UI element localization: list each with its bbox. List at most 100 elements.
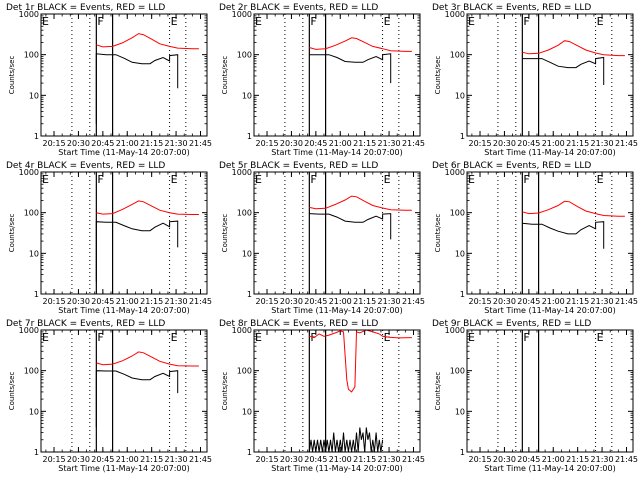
y-tick-label: 10 (242, 249, 252, 258)
y-tick-label: 1 (247, 448, 252, 457)
x-tick-label: 21:15 (140, 139, 163, 148)
panel-title: Det 3r BLACK = Events, RED = LLD (432, 3, 591, 13)
x-tick-label: 21:00 (329, 139, 352, 148)
x-tick-label: 20:15 (42, 139, 65, 148)
x-tick-label: 21:15 (353, 455, 376, 464)
marker-label: F (523, 173, 529, 186)
marker-label: F (310, 173, 316, 186)
series-events-line (309, 53, 392, 84)
x-tick-label: 20:15 (42, 455, 65, 464)
series-events-line (522, 221, 605, 249)
series-lld-line (522, 200, 625, 217)
panel-det-7: Det 7r BLACK = Events, RED = LLD 1 10 100 10… (6, 319, 212, 473)
marker-label: E (384, 15, 391, 28)
panel-det-2: Det 2r BLACK = Events, RED = LLD 1 10 100 10… (219, 3, 425, 157)
y-axis-label: Counts/sec (8, 56, 16, 95)
x-tick-label: 21:45 (402, 455, 425, 464)
x-axis-label: Start Time (11-May-14 20:07:00) (271, 148, 402, 157)
x-tick-label: 21:45 (189, 139, 212, 148)
plot-frame (253, 329, 421, 453)
y-tick-label: 1 (460, 290, 465, 299)
panel-title: Det 2r BLACK = Events, RED = LLD (219, 3, 378, 13)
x-tick-label: 21:15 (140, 297, 163, 306)
y-tick-label: 1000 (19, 326, 39, 335)
series-lld-line (309, 195, 412, 211)
series-events-line (95, 220, 179, 282)
marker-label: E (597, 331, 604, 344)
x-tick-label: 21:45 (189, 297, 212, 306)
y-tick-label: 10 (29, 91, 39, 100)
y-axis-label: Counts/sec (221, 56, 229, 95)
series-events-line (522, 56, 605, 85)
x-tick-label: 21:30 (165, 297, 188, 306)
y-tick-label: 100 (237, 367, 252, 376)
x-axis-label: Start Time (11-May-14 20:07:00) (58, 464, 189, 473)
x-tick-label: 20:30 (67, 455, 90, 464)
marker-label: F (523, 15, 529, 28)
x-axis-label: Start Time (11-May-14 20:07:00) (484, 148, 615, 157)
y-tick-label: 100 (24, 367, 39, 376)
marker-label: E (42, 173, 49, 186)
x-tick-label: 20:45 (91, 455, 114, 464)
x-tick-label: 21:00 (116, 455, 139, 464)
plot-frame (466, 171, 634, 295)
x-tick-label: 20:45 (517, 139, 540, 148)
marker-label: E (171, 331, 178, 344)
x-tick-label: 21:30 (378, 139, 401, 148)
x-tick-label: 20:30 (280, 455, 303, 464)
y-tick-label: 10 (455, 91, 465, 100)
series-lld-line (309, 37, 412, 52)
x-tick-label: 21:15 (140, 455, 163, 464)
x-tick-label: 20:30 (280, 139, 303, 148)
panel-title: Det 5r BLACK = Events, RED = LLD (219, 161, 378, 171)
y-tick-label: 1 (247, 290, 252, 299)
y-tick-label: 10 (242, 407, 252, 416)
marker-label: E (171, 15, 178, 28)
y-tick-label: 100 (237, 209, 252, 218)
panel-title: Det 4r BLACK = Events, RED = LLD (6, 161, 165, 171)
marker-label: E (42, 15, 49, 28)
panel-title: Det 7r BLACK = Events, RED = LLD (6, 319, 165, 329)
panel-title: Det 8r BLACK = Events, RED = LLD (219, 319, 378, 329)
y-axis-label: Counts/sec (434, 214, 442, 253)
x-axis-label: Start Time (11-May-14 20:07:00) (484, 464, 615, 473)
y-tick-label: 1000 (19, 10, 39, 19)
y-tick-label: 100 (24, 209, 39, 218)
marker-label: E (597, 15, 604, 28)
panel-det-5: Det 5r BLACK = Events, RED = LLD 1 10 100 10… (219, 161, 425, 315)
panel-title: Det 6r BLACK = Events, RED = LLD (432, 161, 591, 171)
x-tick-label: 20:45 (304, 455, 327, 464)
plot-frame (466, 13, 634, 137)
y-tick-label: 1 (460, 132, 465, 141)
y-tick-label: 1 (34, 448, 39, 457)
x-axis-label: Start Time (11-May-14 20:07:00) (271, 306, 402, 315)
plot-frame (40, 13, 208, 137)
x-tick-label: 20:30 (67, 139, 90, 148)
panel-det-6: Det 6r BLACK = Events, RED = LLD 1 10 100 10… (432, 161, 638, 315)
series-events-line (95, 53, 179, 124)
x-tick-label: 20:15 (255, 297, 278, 306)
y-tick-label: 100 (450, 51, 465, 60)
x-axis-label: Start Time (11-May-14 20:07:00) (484, 306, 615, 315)
x-axis-label: Start Time (11-May-14 20:07:00) (271, 464, 402, 473)
y-tick-label: 1000 (232, 10, 252, 19)
plot-frame (466, 329, 634, 453)
marker-label: E (384, 331, 391, 344)
x-tick-label: 20:45 (517, 297, 540, 306)
x-tick-label: 20:15 (42, 297, 65, 306)
x-tick-label: 21:00 (329, 297, 352, 306)
marker-label: F (97, 331, 103, 344)
x-tick-label: 21:45 (615, 297, 638, 306)
x-tick-label: 21:15 (566, 297, 589, 306)
y-axis-label: Counts/sec (221, 214, 229, 253)
x-tick-label: 21:30 (378, 297, 401, 306)
x-tick-label: 21:30 (591, 297, 614, 306)
series-lld-line (522, 40, 625, 57)
x-axis-label: Start Time (11-May-14 20:07:00) (58, 306, 189, 315)
y-tick-label: 1 (34, 132, 39, 141)
x-tick-label: 21:30 (378, 455, 401, 464)
x-tick-label: 20:15 (468, 455, 491, 464)
y-tick-label: 100 (450, 367, 465, 376)
x-tick-label: 20:30 (493, 139, 516, 148)
y-tick-label: 10 (29, 407, 39, 416)
